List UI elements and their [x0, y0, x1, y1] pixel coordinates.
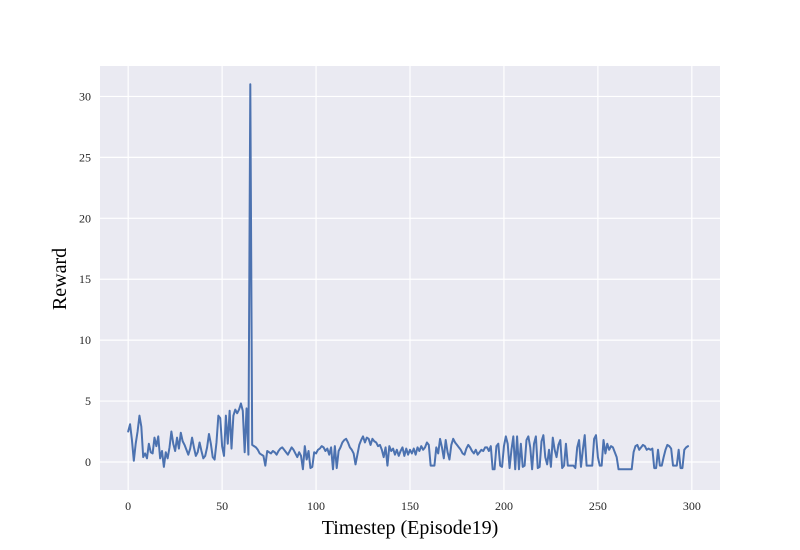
- x-tick-label: 150: [401, 499, 419, 513]
- y-tick-label: 10: [79, 333, 91, 347]
- x-tick-labels: 0 50 100 150 200 250 300: [125, 499, 701, 513]
- y-tick-labels: 0 5 10 15 20 25 30: [79, 89, 91, 469]
- x-tick-label: 50: [216, 499, 228, 513]
- y-gridlines: [100, 95, 720, 463]
- y-tick-label: 30: [79, 89, 91, 103]
- x-tick-label: 0: [125, 499, 131, 513]
- y-tick-label: 20: [79, 211, 91, 225]
- y-tick-label: 0: [85, 455, 91, 469]
- reward-series-line: [127, 83, 690, 471]
- y-tick-label: 25: [79, 150, 91, 164]
- y-tick-label: 5: [85, 394, 91, 408]
- x-gridlines: [127, 66, 693, 490]
- x-tick-label: 200: [495, 499, 513, 513]
- y-axis-label: Reward: [49, 248, 71, 310]
- x-tick-label: 250: [589, 499, 607, 513]
- x-axis-label: Timestep (Episode19): [322, 517, 498, 539]
- x-tick-label: 100: [307, 499, 325, 513]
- y-tick-label: 15: [79, 272, 91, 286]
- x-tick-label: 300: [683, 499, 701, 513]
